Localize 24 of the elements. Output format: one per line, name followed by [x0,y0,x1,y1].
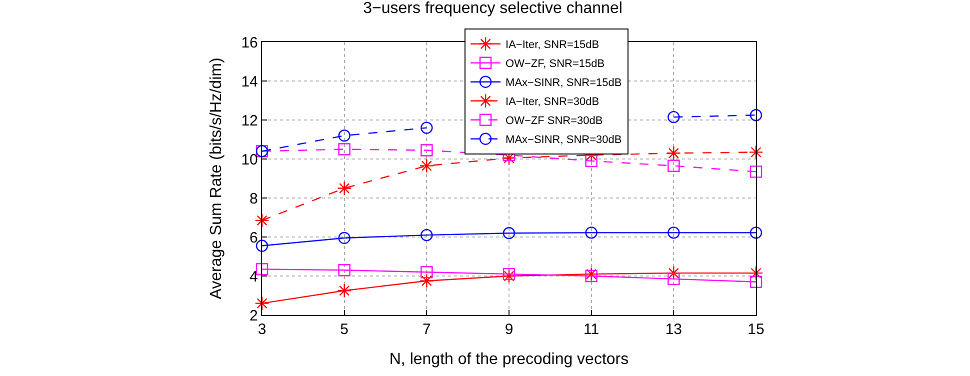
x-tick-label: 7 [422,321,431,338]
x-axis-title: N, length of the precoding vectors [389,350,629,368]
y-tick-label: 6 [250,229,258,246]
x-tick-label: 15 [748,321,764,338]
y-tick-label: 14 [241,73,258,90]
legend-label: OW−ZF SNR=30dB [506,115,603,128]
x-tick-label: 13 [665,321,682,338]
x-tick-label: 11 [584,321,600,338]
y-tick-label: 16 [241,34,258,52]
legend-label: MAx−SINR, SNR=30dB [506,134,622,146]
y-tick-label: 4 [250,268,258,286]
y-tick-label: 8 [250,190,258,208]
y-tick-label: 10 [241,151,258,168]
y-tick-label: 2 [250,307,258,324]
chart-title: 3−users frequency selective channel [363,0,622,18]
legend-label: IA−Iter, SNR=30dB [506,96,600,108]
x-tick-label: 3 [258,321,266,338]
legend-label: IA−Iter, SNR=15dB [506,39,600,52]
legend-label: OW−ZF, SNR=15dB [506,58,605,70]
y-axis-title: Average Sum Rate (bits/s/Hz/dim) [208,58,226,300]
x-tick-label: 5 [340,321,348,338]
x-tick-label: 9 [504,321,514,338]
legend-label: MAx−SINR, SNR=15dB [506,77,622,90]
y-tick-label: 12 [241,112,258,130]
